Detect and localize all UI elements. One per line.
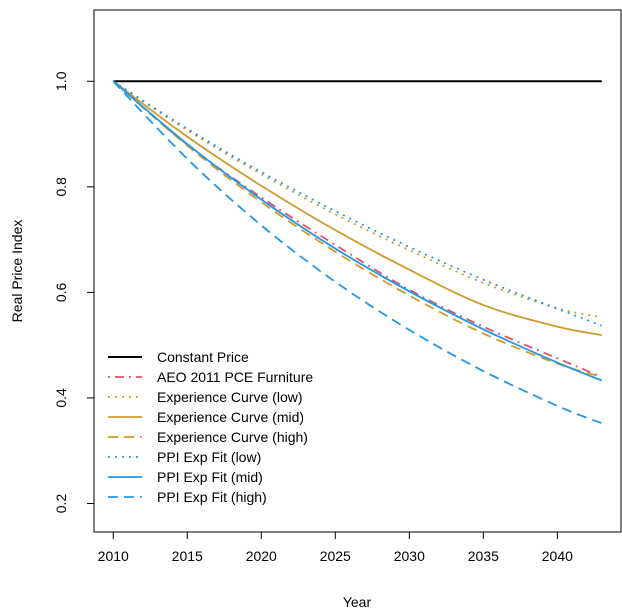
legend-label-4: Experience Curve (mid): [157, 409, 304, 425]
y-tick-label: 0.6: [53, 282, 69, 302]
series-line-4: [112, 80, 602, 337]
series-line-2: [112, 80, 603, 378]
x-tick-label: 2015: [172, 548, 203, 564]
legend-label-6: PPI Exp Fit (low): [157, 449, 261, 465]
legend-label-5: Experience Curve (high): [157, 429, 308, 445]
x-tick-label: 2010: [98, 548, 129, 564]
y-tick-label: 0.8: [53, 177, 69, 197]
x-tick-label: 2040: [542, 548, 573, 564]
series-line-3: [112, 80, 602, 319]
legend-label-2: AEO 2011 PCE Furniture: [157, 369, 313, 385]
x-tick-label: 2035: [468, 548, 499, 564]
x-tick-label: 2020: [246, 548, 277, 564]
y-axis-label: Real Price Index: [9, 220, 25, 323]
y-tick-label: 0.4: [53, 388, 69, 408]
x-tick-label: 2025: [320, 548, 351, 564]
series-line-6: [112, 80, 603, 327]
y-tick-label: 0.2: [53, 494, 69, 514]
plot-lines: [112, 80, 603, 425]
x-axis-label: Year: [343, 594, 372, 610]
series-line-8: [112, 80, 603, 425]
legend: Constant Price AEO 2011 PCE Furniture Expe…: [108, 349, 313, 505]
x-axis: 2010 2015 2020 2025 2030 2035 2040: [98, 531, 573, 564]
legend-label-8: PPI Exp Fit (high): [157, 489, 267, 505]
y-axis: 0.2 0.4 0.6 0.8 1.0: [53, 71, 95, 514]
legend-label-3: Experience Curve (low): [157, 389, 303, 405]
series-line-7: [112, 80, 603, 382]
legend-label-1: Constant Price: [157, 349, 249, 365]
legend-label-7: PPI Exp Fit (mid): [157, 469, 263, 485]
series-line-5: [112, 80, 603, 378]
x-tick-label: 2030: [394, 548, 425, 564]
y-tick-label: 1.0: [53, 71, 69, 91]
